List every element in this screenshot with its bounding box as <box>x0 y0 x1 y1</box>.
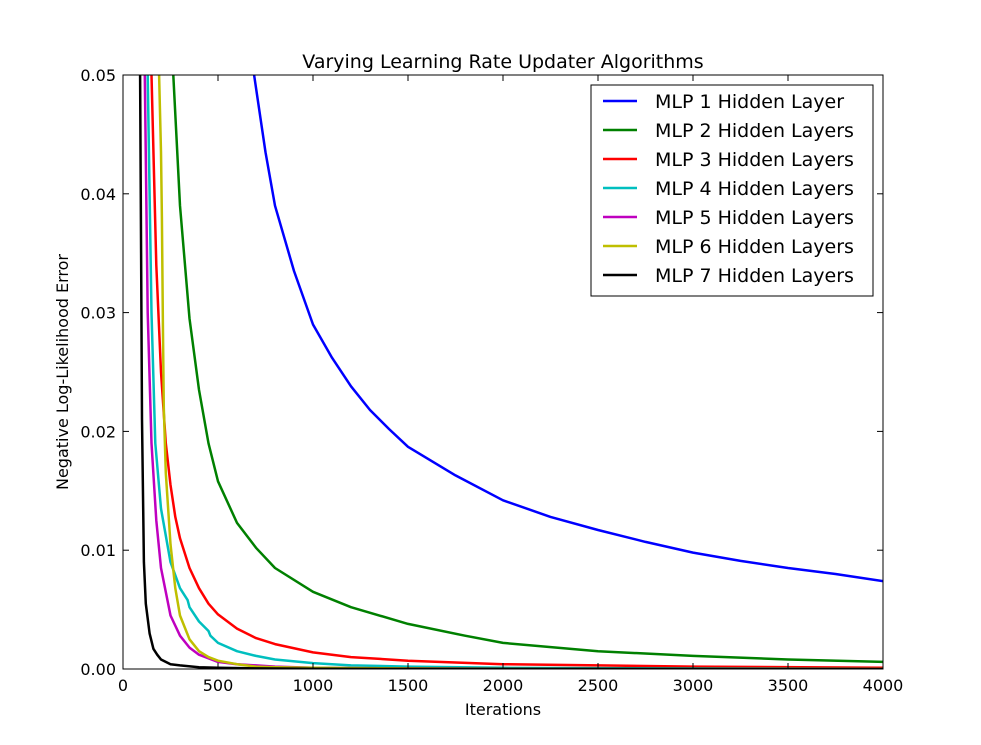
series-line-1 <box>252 75 883 583</box>
ticks-layer: 0 500 1000 1500 2000 2500 3000 3500 4000 0.00 0.01… <box>80 66 903 695</box>
legend-label: MLP 2 Hidden Layers <box>655 120 854 142</box>
y-tick-label: 0.00 <box>80 660 116 679</box>
x-tick-label: 2500 <box>578 676 619 695</box>
series-line-4 <box>146 75 883 669</box>
y-tick-label: 0.04 <box>80 185 116 204</box>
x-tick-label: 3500 <box>768 676 809 695</box>
x-tick-label: 4000 <box>863 676 904 695</box>
x-tick-label: 1000 <box>293 676 334 695</box>
x-tick-label: 1500 <box>388 676 429 695</box>
y-axis-label: Negative Log-Likelihood Error <box>53 254 72 490</box>
y-tick-label: 0.01 <box>80 541 116 560</box>
legend-label: MLP 5 Hidden Layers <box>655 207 854 229</box>
x-tick-label: 0 <box>118 676 128 695</box>
y-tick-label: 0.05 <box>80 66 116 85</box>
y-tick-label: 0.03 <box>80 304 116 323</box>
chart-title: Varying Learning Rate Updater Algorithms <box>302 51 703 73</box>
series-line-3 <box>150 75 883 669</box>
series-layer <box>138 75 883 669</box>
legend-label: MLP 6 Hidden Layers <box>655 236 854 258</box>
x-tick-label: 3000 <box>673 676 714 695</box>
legend-label: MLP 7 Hidden Layers <box>655 265 854 287</box>
y-tick-label: 0.02 <box>80 422 116 441</box>
legend-label: MLP 3 Hidden Layers <box>655 149 854 171</box>
legend: MLP 1 Hidden Layer MLP 2 Hidden Layers MLP… <box>590 84 874 297</box>
x-tick-label: 500 <box>203 676 234 695</box>
legend-box <box>590 84 874 297</box>
legend-label: MLP 4 Hidden Layers <box>655 178 854 200</box>
series-line-2 <box>172 75 883 664</box>
x-axis-label: Iterations <box>465 700 541 719</box>
x-tick-label: 2000 <box>483 676 524 695</box>
legend-label: MLP 1 Hidden Layer <box>655 91 844 113</box>
